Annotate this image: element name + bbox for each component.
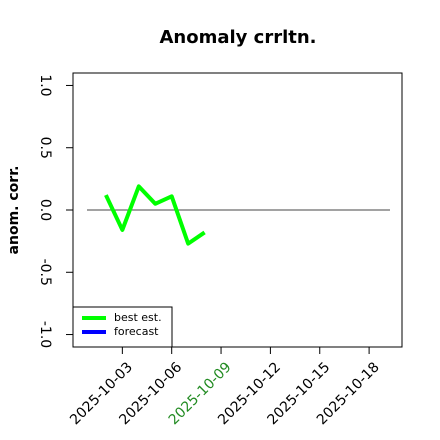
y-tick-label: 1.0 [37, 74, 53, 96]
y-tick-label: 0.0 [37, 199, 53, 221]
legend-label: best est. [114, 311, 162, 324]
y-axis-label: anom. corr. [6, 166, 22, 255]
y-tick-label: -0.5 [37, 259, 53, 286]
chart-title: Anomaly crrltn. [159, 27, 316, 48]
legend-label: forecast [114, 325, 159, 338]
y-tick-label: 0.5 [37, 137, 53, 159]
series-line [104, 184, 206, 246]
y-tick-label: -1.0 [37, 321, 53, 348]
legend: best est.forecast [72, 306, 173, 348]
legend-box [72, 306, 173, 348]
